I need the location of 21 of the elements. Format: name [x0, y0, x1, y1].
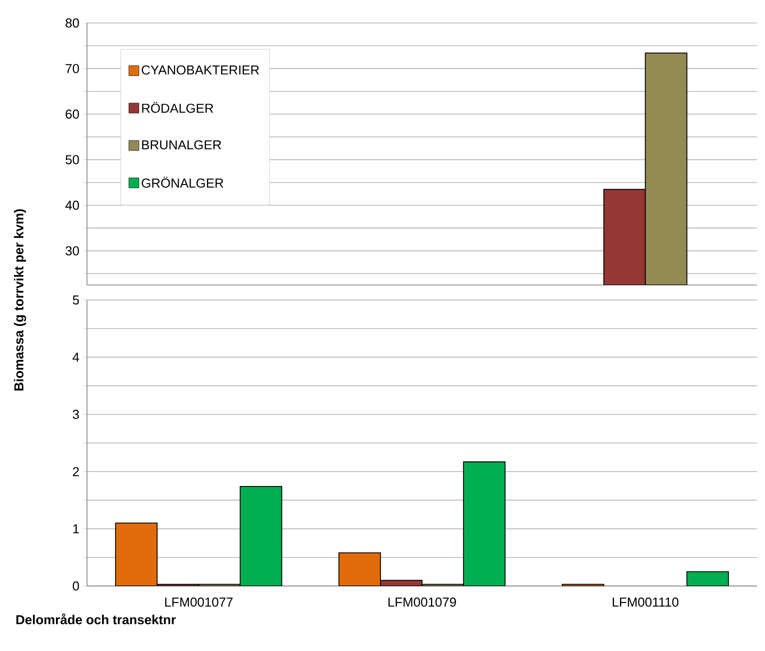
y-tick-label: 80: [66, 18, 79, 28]
x-tick-label: LFM001110: [612, 598, 678, 607]
y-tick-label: 5: [72, 295, 79, 305]
y-tick-label: 40: [65, 200, 79, 210]
y-tick-label: 60: [66, 110, 79, 119]
x-axis-title: Delområde och transektnr: [16, 614, 176, 624]
y-tick-label: 70: [66, 64, 79, 74]
legend-label: GRÖNALGER: [142, 176, 224, 188]
y-tick-label: 2: [72, 467, 79, 476]
y-tick-label: 1: [73, 524, 79, 534]
y-tick-label: 30: [66, 246, 79, 256]
y-tick-label: 3: [72, 410, 79, 419]
y-tick-label: 4: [72, 352, 80, 362]
x-tick-label: LFM001077: [165, 598, 233, 607]
y-axis-title: Biomassa (g torrvikt per kvm): [14, 209, 26, 391]
y-tick-label: 50: [66, 155, 79, 164]
legend-label: BRUNALGER: [142, 140, 222, 150]
legend-label: RÖDALGER: [142, 102, 214, 113]
y-tick-label: 0: [72, 581, 79, 591]
x-tick-label: LFM001079: [388, 598, 456, 607]
legend-label: CYANOBAKTERIER: [142, 65, 259, 75]
